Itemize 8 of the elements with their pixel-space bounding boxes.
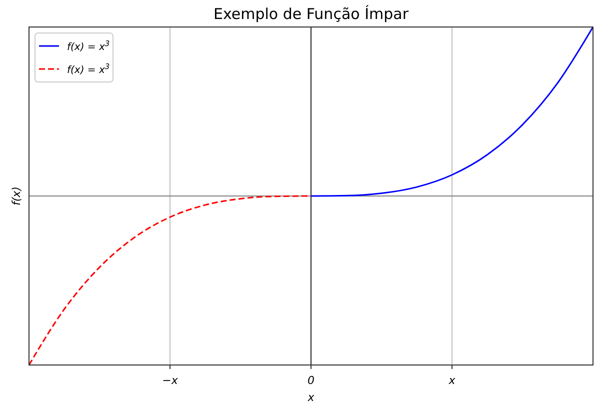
x-tick-label: 0 bbox=[308, 374, 314, 387]
legend-label: f(x) = x$^{3}$ bbox=[67, 62, 110, 76]
legend-label: f(x) = x$^{3}$ bbox=[67, 38, 110, 53]
chart-title: Exemplo de Função Ímpar bbox=[213, 5, 410, 23]
x-tick-label: −x bbox=[162, 374, 178, 387]
x-axis-title: x bbox=[306, 391, 315, 403]
y-axis-title: f(x) bbox=[10, 186, 23, 206]
x-tick-label: x bbox=[448, 374, 456, 387]
